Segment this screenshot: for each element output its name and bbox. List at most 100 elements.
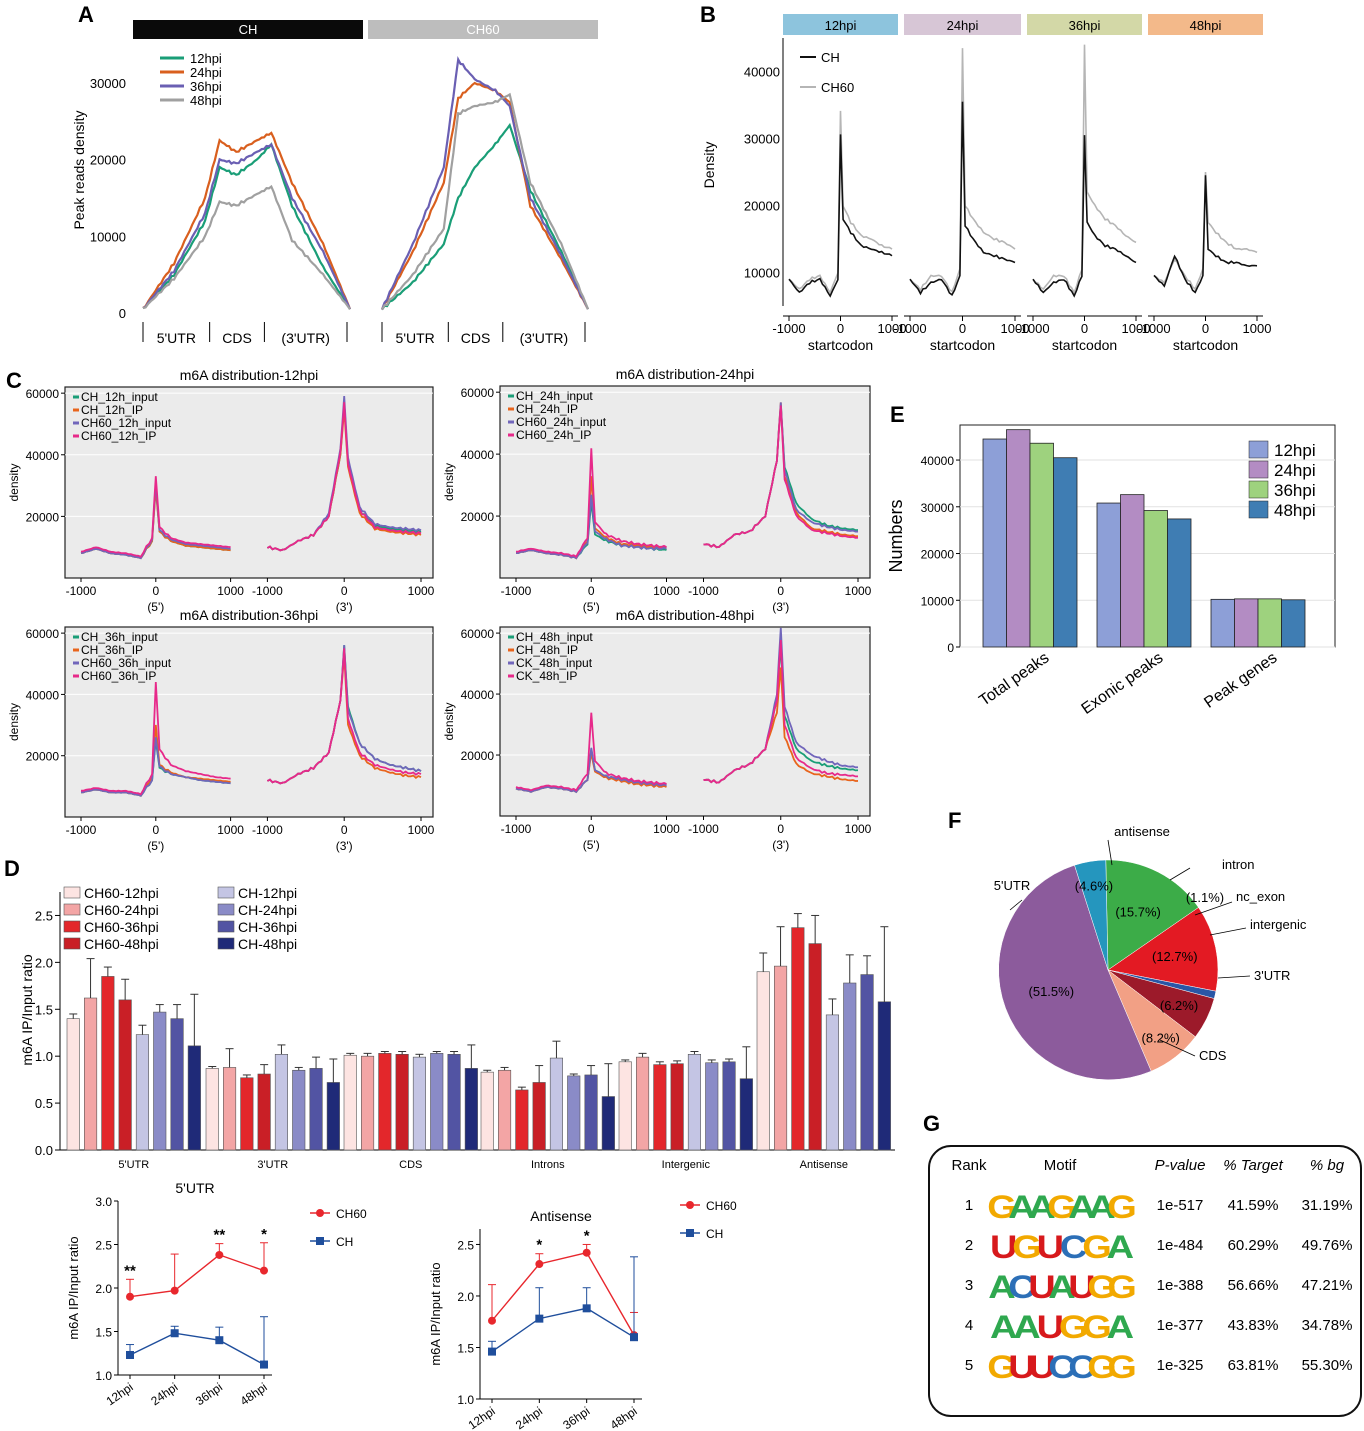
legend-swatch: [1248, 480, 1269, 499]
leader-line: [1194, 901, 1233, 916]
motif-logo-letter: A: [1008, 1190, 1035, 1226]
legend-label: CH60_12h_IP: [81, 429, 156, 443]
bar-12hpi: [1096, 502, 1121, 648]
density-line-ch-24hpi: [142, 131, 352, 310]
x-tick-label: 24hpi: [148, 1380, 180, 1408]
motif-rank: 3: [965, 1277, 973, 1294]
bar-48hpi: [1281, 599, 1306, 648]
bar-ch-12hpi: [412, 1056, 427, 1151]
bar-ch-24hpi: [292, 1069, 306, 1151]
bar-ch60-36hpi: [791, 927, 805, 1151]
facet-strip: [783, 14, 898, 35]
bar-ch-12hpi: [274, 1054, 289, 1151]
y-axis-label: density: [7, 703, 21, 741]
trend-line-ch: [491, 1307, 635, 1353]
y-axis-label: m6A IP/Input ratio: [66, 1236, 81, 1339]
density-line-ch-36hpi: [142, 142, 352, 310]
x-category-label: 3'UTR: [257, 1159, 288, 1171]
bar-ch-48hpi: [739, 1078, 753, 1151]
motif-logo-letter: A: [1048, 1270, 1075, 1306]
facet-strip: [1027, 14, 1142, 35]
x-tick-label: -1000: [501, 822, 532, 836]
y-tick-label: 40000: [26, 449, 60, 463]
legend-label: CH60-36hpi: [84, 919, 159, 935]
x-tick-label: 1000: [845, 584, 872, 598]
bar-ch-36hpi: [722, 1061, 736, 1151]
bar-ch-36hpi: [309, 1068, 323, 1151]
y-tick-label: 2.5: [35, 908, 53, 923]
x-tick-label: -1000: [688, 584, 719, 598]
motif-logo-letter: G: [1107, 1190, 1137, 1226]
strip-ch60-label: CH60: [466, 22, 499, 37]
leader-line: [1217, 975, 1251, 979]
motif-logo-letter: C: [1068, 1350, 1095, 1386]
y-tick-label: 0: [947, 641, 954, 655]
density-line-24hpi-ch60: [909, 48, 1016, 293]
panel-g-label: G: [923, 1111, 940, 1136]
bar-48hpi: [1053, 457, 1078, 648]
significance-mark: *: [261, 1226, 267, 1243]
pie-percent-label: (6.2%): [1160, 998, 1198, 1013]
bar-48hpi: [1167, 518, 1192, 648]
legend-label: 12hpi: [1274, 441, 1316, 460]
x-category-label: Exonic peaks: [1079, 649, 1167, 718]
facet-strip-label: 36hpi: [1069, 18, 1101, 33]
strip-ch: [133, 20, 363, 39]
bar-ch60-12hpi: [618, 1061, 632, 1151]
pie-category-label: 5'UTR: [994, 878, 1030, 893]
legend-label: CH_36h_IP: [81, 643, 143, 657]
y-tick-label: 1.5: [35, 1002, 53, 1017]
panel-e: E 0 10000 20000 30000 40000 Numbers Total peaks…: [886, 402, 1336, 718]
y-tick-label: 30000: [90, 76, 126, 91]
density-line-ch60_12h_ip-right: [266, 402, 422, 552]
x-tick-label: 0: [1081, 321, 1088, 336]
y-tick-label: 40000: [921, 454, 955, 468]
legend-label: 48hpi: [1274, 501, 1316, 520]
point-ch60: [126, 1292, 134, 1301]
x-category-label: CDS: [399, 1159, 422, 1171]
legend-label: 24hpi: [1274, 461, 1316, 480]
motif-logo-letter: G: [987, 1190, 1017, 1226]
bar-ch-36hpi: [584, 1074, 598, 1151]
y-tick-label: 1.5: [457, 1341, 474, 1355]
point-ch60: [535, 1260, 544, 1269]
significance-mark: *: [536, 1237, 542, 1254]
pie-category-label: nc_exon: [1236, 889, 1285, 904]
density-line-ch60_24h_ip-left: [515, 448, 667, 558]
bar-ch-24hpi: [153, 1011, 167, 1151]
bar-36hpi: [1143, 510, 1168, 648]
motif-logo-letter: A: [1068, 1190, 1095, 1226]
bar-ch-36hpi: [170, 1018, 184, 1151]
region-label: 5'UTR: [396, 330, 435, 346]
density-line-ck_48h_ip-right: [703, 640, 859, 784]
motif-logo-letter: A: [988, 1270, 1015, 1306]
legend-label: CH60_24h_input: [516, 415, 607, 429]
motif-bg-pct: 47.21%: [1302, 1277, 1353, 1294]
legend-label: CH60-48hpi: [84, 936, 159, 952]
table-header: Motif: [1044, 1157, 1077, 1174]
x-axis-label: startcodon: [1052, 337, 1117, 353]
leader-line: [1107, 839, 1113, 866]
legend-label: CH_24h_IP: [516, 402, 578, 416]
subplot-frame: [64, 386, 434, 579]
legend-swatch: [1248, 460, 1269, 479]
pie-percent-label: (8.2%): [1142, 1031, 1180, 1046]
x-tick-label: 0: [777, 822, 784, 836]
density-line-ch60-12hpi: [381, 122, 590, 311]
x-region-label-5: (5'): [583, 600, 600, 614]
density-line-ch-48hpi: [142, 184, 351, 310]
panel-f-label: F: [948, 808, 961, 833]
motif-bg-pct: 49.76%: [1302, 1237, 1353, 1254]
point-ch: [582, 1304, 591, 1313]
x-category-label: Antisense: [800, 1159, 848, 1171]
subplot-title: Antisense: [530, 1208, 592, 1224]
motif-logo-letter: U: [1028, 1350, 1055, 1386]
table-header: % Target: [1223, 1157, 1283, 1174]
legend-label: CH_36h_input: [81, 630, 158, 644]
panel-a: A CH CH60 Peak reads density 0 10000 20000 3000…: [71, 2, 598, 346]
legend-swatch: [63, 886, 81, 899]
y-axis-label: m6A IP/Input ratio: [19, 954, 35, 1065]
subplot-title: m6A distribution-48hpi: [616, 607, 755, 623]
x-tick-label: 1000: [653, 822, 680, 836]
